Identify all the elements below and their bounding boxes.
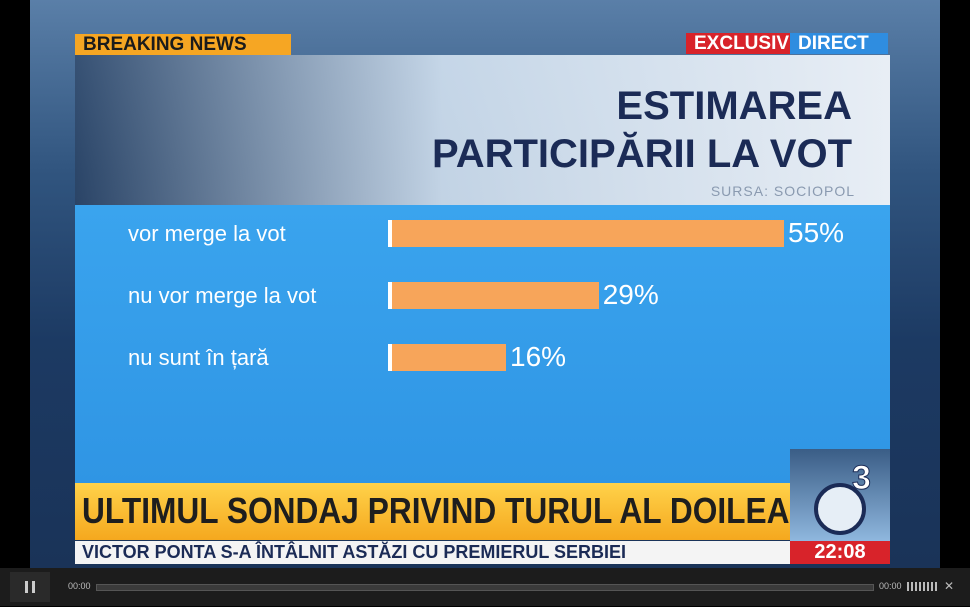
bar: [392, 344, 507, 371]
category-label: nu sunt în țară: [128, 345, 269, 370]
bar-tick: [388, 220, 392, 247]
headline-bar: [75, 483, 790, 540]
live-tag: DIRECT: [790, 33, 888, 54]
value-label: 29%: [602, 279, 659, 310]
pause-icon: [25, 581, 35, 593]
ticker-bar: [75, 541, 790, 564]
svg-text:3: 3: [852, 459, 871, 497]
progress-track[interactable]: [96, 584, 874, 591]
chart-source: SURSA: SOCIOPOL: [710, 183, 855, 199]
graphic-header: [75, 55, 890, 205]
volume[interactable]: [907, 582, 937, 591]
breaking-news: BREAKING NEWS: [75, 34, 291, 55]
video-frame: BREAKING NEWS EXCLUSIV DIRECT ESTIMAREA …: [30, 0, 940, 568]
value-label: 16%: [510, 341, 567, 372]
duration: 00:00: [879, 581, 902, 591]
category-label: vor merge la vot: [128, 221, 286, 246]
bar-tick: [388, 282, 392, 309]
category-label: nu vor merge la vot: [128, 283, 317, 308]
logo-mark: 3: [814, 459, 871, 535]
chart-title: ESTIMAREA PARTICIPĂRII LA VOT: [432, 84, 852, 176]
bar-tick: [388, 344, 392, 371]
ticker: VICTOR PONTA S-A ÎNTÂLNIT ASTĂZI CU PREM…: [82, 542, 627, 562]
value-label: 55%: [788, 217, 845, 248]
bar: [392, 282, 599, 309]
current-time: 00:00: [68, 581, 91, 591]
clock: 22:08: [790, 541, 890, 564]
exclusive-tag: EXCLUSIV: [686, 33, 798, 54]
bar: [392, 220, 784, 247]
player-controls: 00:00 00:00 ✕: [0, 568, 970, 606]
fullscreen-button[interactable]: ✕: [944, 579, 955, 593]
channel-logo: 3: [790, 449, 890, 541]
headline: ULTIMUL SONDAJ PRIVIND TURUL AL DOILEA: [82, 490, 790, 531]
pause-button[interactable]: [10, 572, 50, 602]
